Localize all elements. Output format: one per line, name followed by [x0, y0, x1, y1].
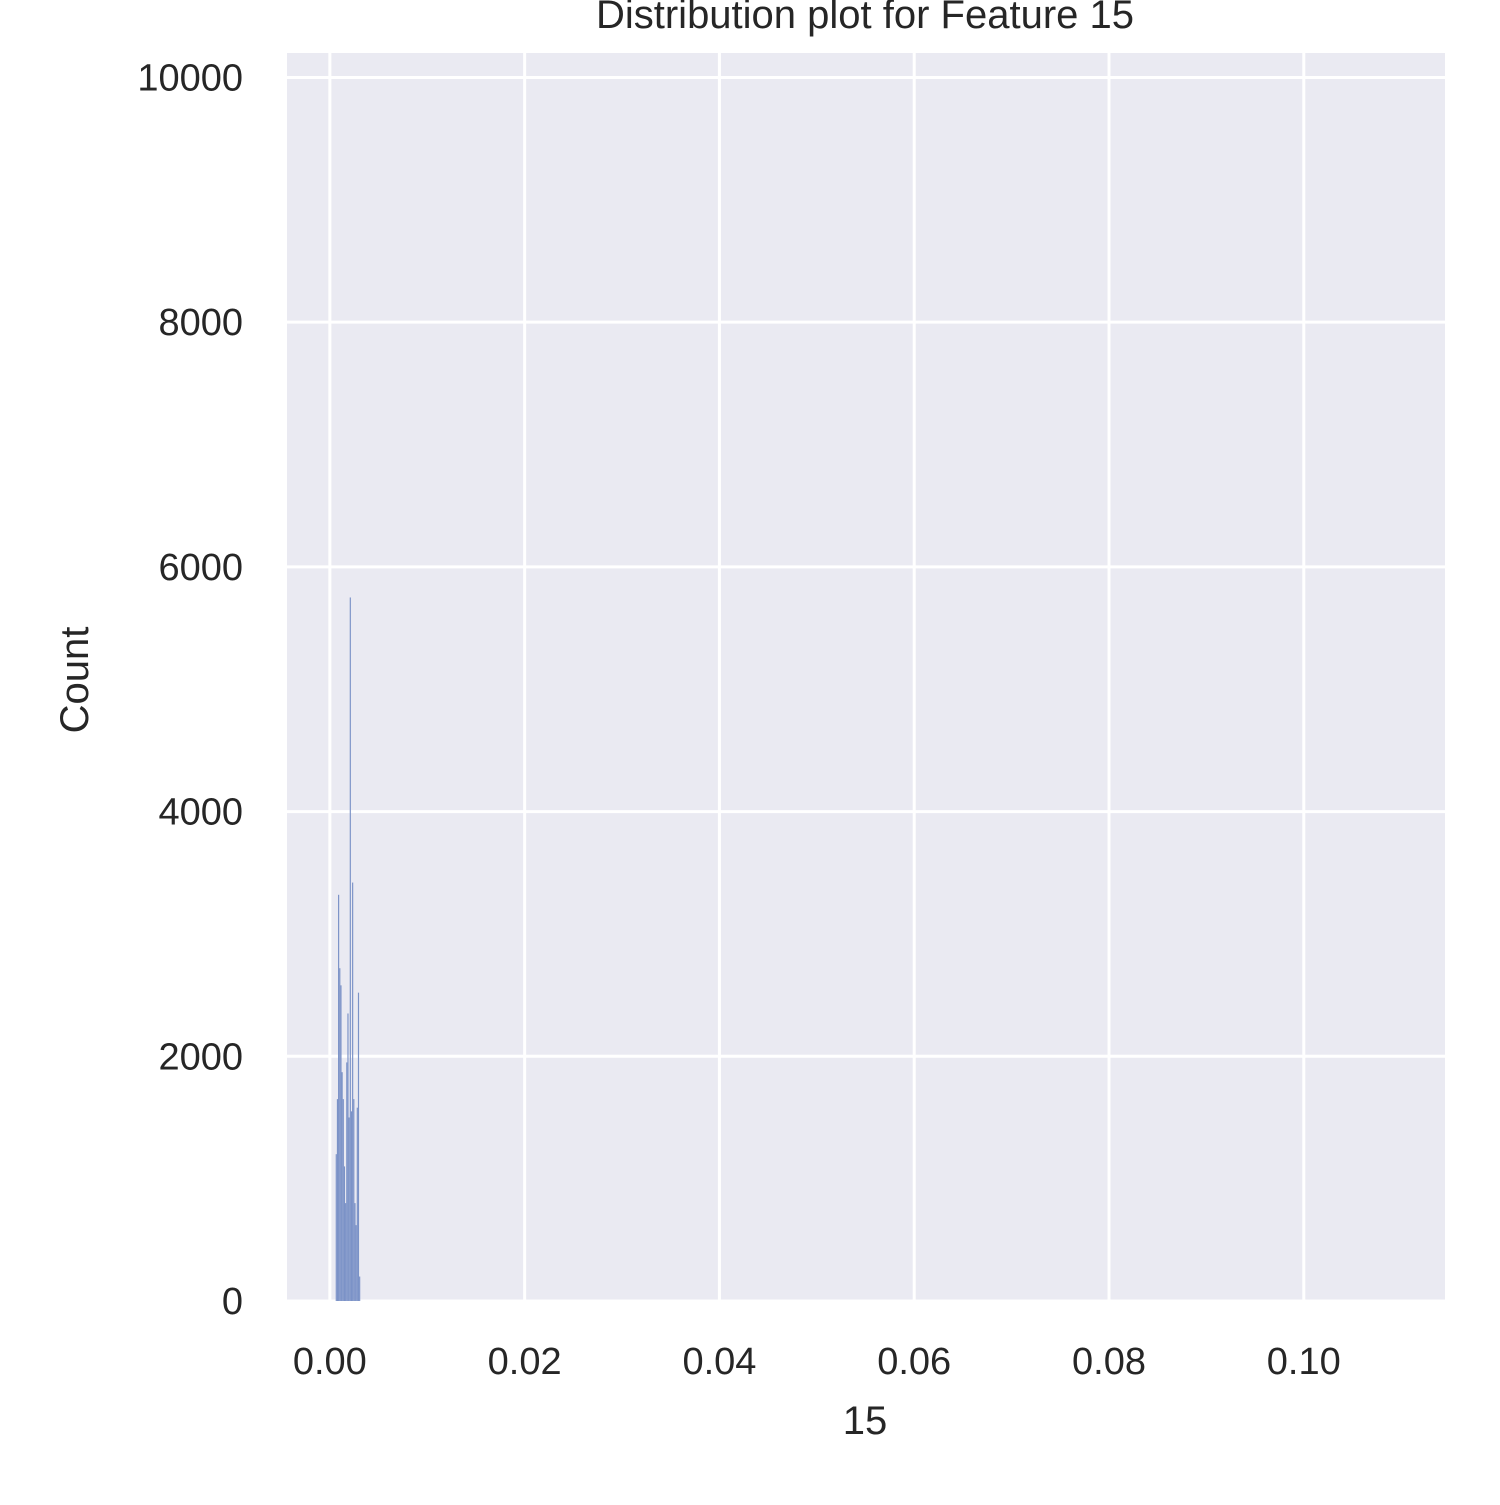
x-tick-label: 0.02 — [488, 1341, 562, 1383]
y-tick-label: 6000 — [158, 547, 243, 589]
histogram-bar — [359, 1276, 361, 1301]
x-tick-label: 0.04 — [682, 1341, 756, 1383]
y-axis-label: Count — [53, 627, 97, 734]
histogram-bar — [352, 882, 354, 1301]
histogram-bar — [348, 1117, 350, 1301]
x-tick-label: 0.10 — [1267, 1341, 1341, 1383]
histogram-bar — [345, 1203, 347, 1301]
y-tick-label: 2000 — [158, 1036, 243, 1078]
chart-title: Distribution plot for Feature 15 — [596, 0, 1134, 37]
x-axis-label: 15 — [843, 1399, 888, 1443]
histogram-bar — [357, 992, 360, 1301]
histogram-bar — [349, 597, 351, 1301]
x-tick-label: 0.06 — [877, 1341, 951, 1383]
y-tick-label: 0 — [222, 1281, 243, 1323]
histogram-bar — [356, 1107, 358, 1301]
histogram-bar — [343, 1166, 346, 1301]
histogram-bar — [346, 1062, 348, 1301]
histogram-bar — [355, 1225, 357, 1301]
histogram-bar — [353, 1099, 355, 1301]
y-axis-ticks: 0 2000 4000 6000 8000 10000 — [137, 57, 243, 1323]
histogram-bar — [338, 894, 340, 1301]
plot-area — [287, 53, 1445, 1301]
histogram-bars — [335, 597, 361, 1301]
histogram-bar — [347, 1013, 349, 1301]
histogram-bar — [339, 968, 341, 1301]
histogram-bar — [341, 1072, 343, 1301]
y-tick-label: 10000 — [137, 57, 243, 99]
y-tick-label: 8000 — [158, 302, 243, 344]
x-tick-label: 0.00 — [293, 1341, 367, 1383]
x-axis-ticks: 0.00 0.02 0.04 0.06 0.08 0.10 — [293, 1341, 1341, 1383]
y-tick-label: 4000 — [158, 792, 243, 834]
grid-lines — [287, 53, 1445, 1303]
histogram-bar — [350, 1111, 353, 1301]
x-tick-label: 0.08 — [1072, 1341, 1146, 1383]
histogram-bar — [342, 1099, 344, 1301]
histogram-bar — [354, 1203, 356, 1301]
histogram-bar — [335, 1154, 337, 1301]
histogram-bar — [340, 985, 342, 1301]
histogram-bar — [336, 1099, 339, 1301]
